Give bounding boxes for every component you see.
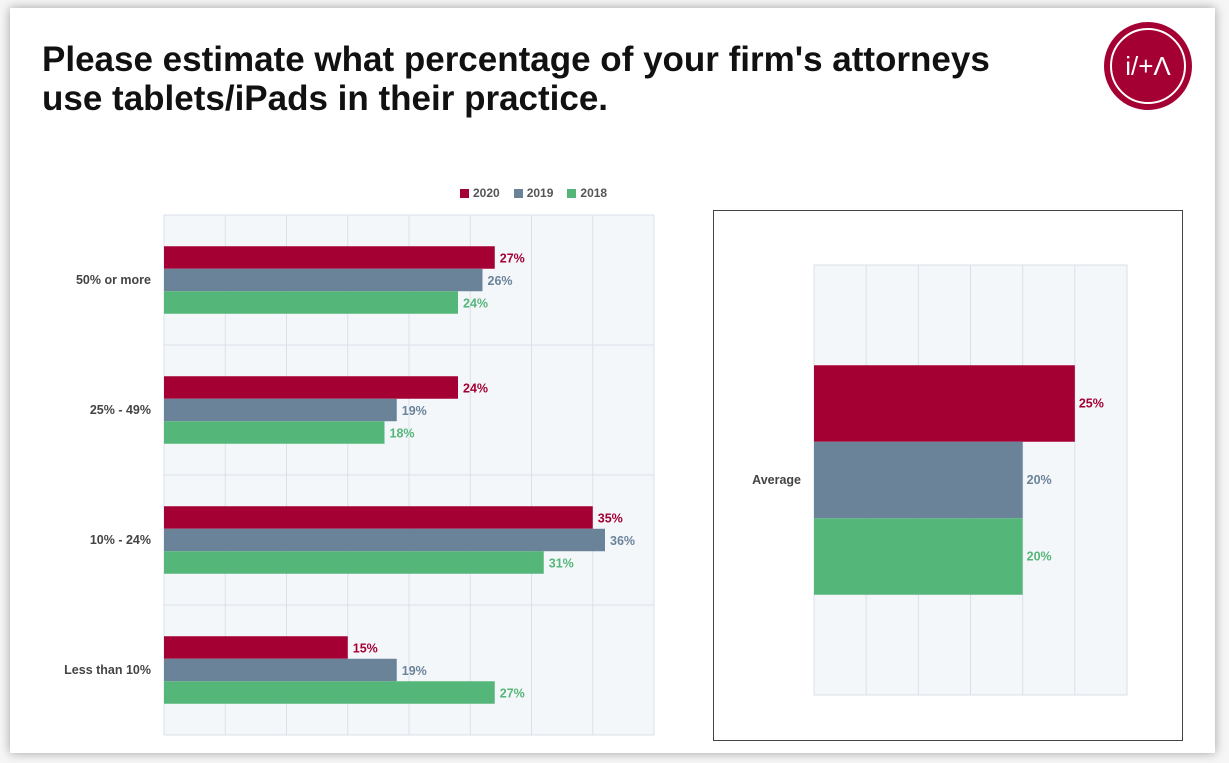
data-label-2019-50-or-more: 26% (488, 274, 513, 288)
data-label-2019-less-than-10: 19% (402, 664, 427, 678)
data-label-2018-10-24: 31% (549, 556, 574, 570)
average-bar-chart: Average 25% 20% 20% (752, 264, 1128, 696)
average-chart-frame: Average 25% 20% 20% (713, 210, 1183, 741)
ita-logo-icon: i/+Λ (1104, 22, 1192, 110)
category-label-50-or-more: 50% or more (76, 273, 151, 287)
data-label-2019-25-49: 19% (402, 404, 427, 418)
data-label-2018-25-49: 18% (390, 426, 415, 440)
chart-legend: 2020 2019 2018 (460, 185, 607, 201)
bar-2019-10-24 (164, 528, 605, 552)
average-bar-2020 (814, 365, 1075, 442)
average-label-2019: 20% (1027, 473, 1052, 487)
legend-swatch (513, 188, 523, 198)
legend-swatch (460, 188, 469, 198)
average-label-2018: 20% (1027, 550, 1052, 564)
legend-item-2019: 2019 (513, 185, 554, 201)
data-label-2020-25-49: 24% (463, 381, 488, 395)
average-bar-2018 (814, 518, 1023, 595)
bar-2018-50-or-more (164, 291, 458, 314)
bar-2020-50-or-more (164, 246, 495, 269)
data-label-2020-50-or-more: 27% (500, 251, 525, 265)
category-label-average: Average (752, 473, 801, 487)
data-label-2020-less-than-10: 15% (353, 641, 378, 655)
legend-item-2018: 2018 (567, 185, 607, 201)
bar-2020-10-24 (164, 506, 593, 529)
legend-label: 2018 (580, 186, 608, 200)
category-label-less-than-10: Less than 10% (64, 663, 151, 677)
legend-item-2020: 2020 (460, 185, 500, 201)
data-label-2018-50-or-more: 24% (463, 296, 488, 310)
logo-glyph: i/+Λ (1125, 51, 1171, 81)
page-title: Please estimate what percentage of your … (42, 40, 990, 118)
bar-2019-25-49 (164, 398, 397, 422)
logo-text: i/+Λ (1125, 51, 1171, 81)
data-label-2018-less-than-10: 27% (500, 686, 525, 700)
bar-2020-25-49 (164, 376, 458, 399)
bar-2020-less-than-10 (164, 636, 348, 659)
bar-2018-less-than-10 (164, 681, 495, 704)
bar-2019-50-or-more (164, 268, 483, 292)
data-label-2019-10-24: 36% (610, 534, 635, 548)
average-bar-2019 (814, 441, 1023, 519)
legend-label: 2019 (526, 186, 554, 200)
bar-2018-25-49 (164, 421, 385, 444)
logo-ring: i/+Λ (1110, 28, 1186, 104)
legend-label: 2020 (473, 186, 500, 200)
legend-swatch (567, 188, 577, 198)
category-label-25-49: 25% - 49% (90, 403, 151, 417)
bar-2018-10-24 (164, 551, 544, 574)
bar-2019-less-than-10 (164, 658, 397, 682)
data-label-2020-10-24: 35% (598, 511, 623, 525)
average-label-2020: 25% (1079, 397, 1104, 411)
category-label-10-24: 10% - 24% (90, 533, 151, 547)
